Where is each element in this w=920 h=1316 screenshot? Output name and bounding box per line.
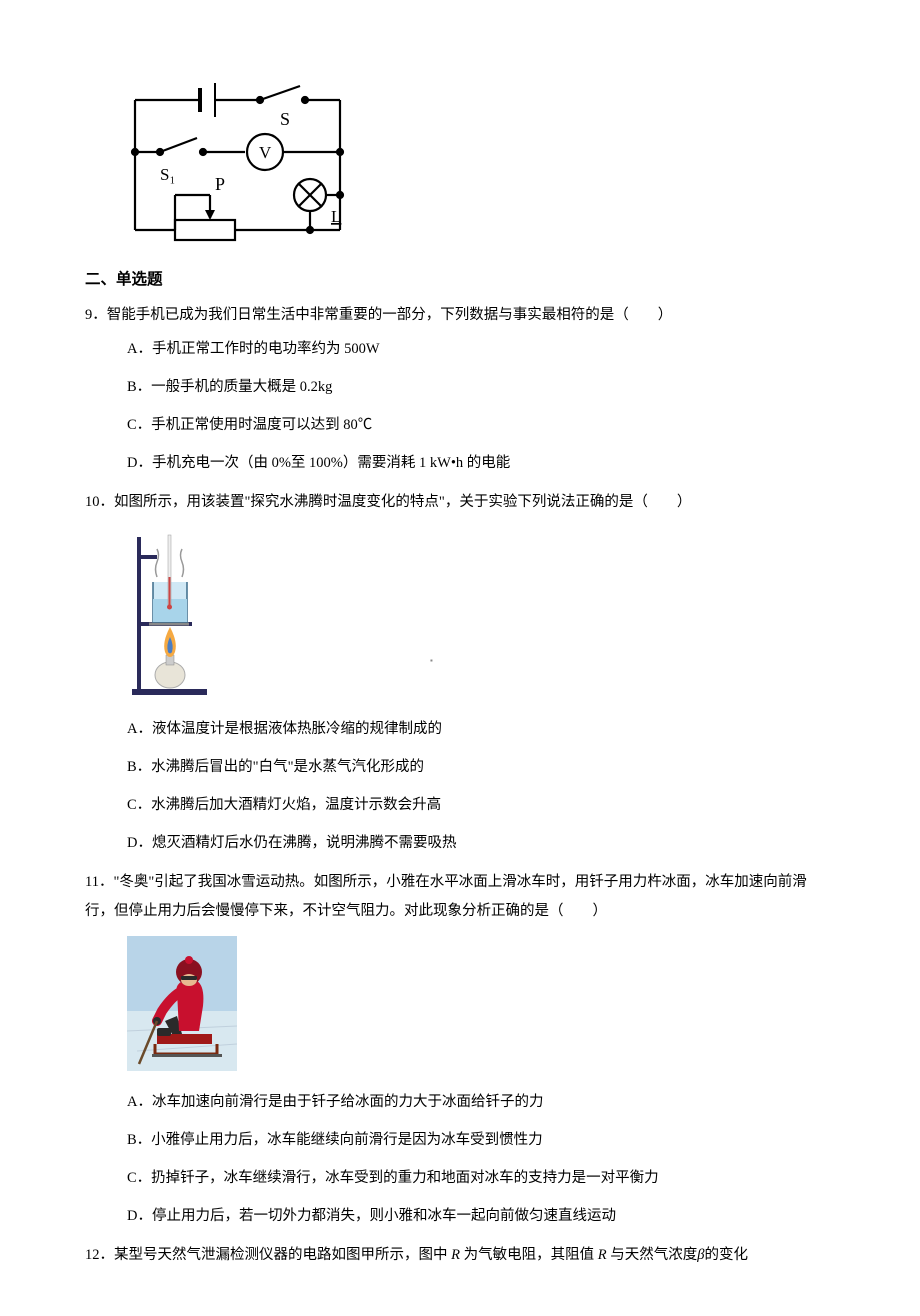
question-9-text: 智能手机已成为我们日常生活中非常重要的一部分，下列数据与事实最相符的是（ ） [107, 307, 673, 323]
page-marker-icon: ▪ [430, 655, 433, 668]
question-11-option-c: C．扔掉钎子，冰车继续滑行，冰车受到的重力和地面对冰车的支持力是一对平衡力 [127, 1165, 830, 1191]
question-12-text: 某型号天然气泄漏检测仪器的电路如图甲所示，图中 R 为气敏电阻，其阻值 R 与天… [114, 1247, 748, 1263]
circuit-label-p: P [215, 174, 225, 194]
question-11-number: 11． [85, 874, 113, 890]
question-9-options: A．手机正常工作时的电功率约为 500W B．一般手机的质量大概是 0.2kg … [85, 336, 830, 476]
question-11-option-d: D．停止用力后，若一切外力都消失，则小雅和冰车一起向前做匀速直线运动 [127, 1203, 830, 1229]
burner-figure [127, 527, 830, 705]
question-9-option-d: D．手机充电一次（由 0%至 100%）需要消耗 1 kW•h 的电能 [127, 450, 830, 476]
circuit-label-l: L [331, 207, 341, 226]
question-10-options: A．液体温度计是根据液体热胀冷缩的规律制成的 B．水沸腾后冒出的"白气"是水蒸气… [85, 716, 830, 856]
question-11-option-a: A．冰车加速向前滑行是由于钎子给冰面的力大于冰面给钎子的力 [127, 1089, 830, 1115]
circuit-diagram-figure: S S₁ P V L [115, 80, 830, 258]
question-12-number: 12． [85, 1247, 114, 1263]
question-12-stem: 12．某型号天然气泄漏检测仪器的电路如图甲所示，图中 R 为气敏电阻，其阻值 R… [85, 1241, 830, 1270]
question-9: 9．智能手机已成为我们日常生活中非常重要的一部分，下列数据与事实最相符的是（ ）… [85, 301, 830, 476]
question-10-stem: 10．如图所示，用该装置"探究水沸腾时温度变化的特点"，关于实验下列说法正确的是… [85, 488, 830, 517]
circuit-label-v: V [259, 143, 272, 162]
circuit-svg: S S₁ P V L [115, 80, 350, 250]
question-10-number: 10． [85, 494, 114, 510]
question-11-option-b: B．小雅停止用力后，冰车能继续向前滑行是因为冰车受到惯性力 [127, 1127, 830, 1153]
ice-sled-svg [127, 936, 237, 1071]
question-11-text: "冬奥"引起了我国冰雪运动热。如图所示，小雅在水平冰面上滑冰车时，用钎子用力杵冰… [85, 874, 807, 919]
question-10-option-c: C．水沸腾后加大酒精灯火焰，温度计示数会升高 [127, 792, 830, 818]
question-9-option-c: C．手机正常使用时温度可以达到 80℃ [127, 412, 830, 438]
question-9-number: 9． [85, 307, 107, 323]
circuit-label-s: S [280, 109, 290, 129]
question-10-option-a: A．液体温度计是根据液体热胀冷缩的规律制成的 [127, 716, 830, 742]
question-9-option-a: A．手机正常工作时的电功率约为 500W [127, 336, 830, 362]
circuit-label-s1: S₁ [160, 165, 175, 184]
question-9-option-b: B．一般手机的质量大概是 0.2kg [127, 374, 830, 400]
question-10: 10．如图所示，用该装置"探究水沸腾时温度变化的特点"，关于实验下列说法正确的是… [85, 488, 830, 856]
question-10-text: 如图所示，用该装置"探究水沸腾时温度变化的特点"，关于实验下列说法正确的是（ ） [114, 494, 691, 510]
question-10-option-d: D．熄灭酒精灯后水仍在沸腾，说明沸腾不需要吸热 [127, 830, 830, 856]
question-12: 12．某型号天然气泄漏检测仪器的电路如图甲所示，图中 R 为气敏电阻，其阻值 R… [85, 1241, 830, 1270]
question-10-option-b: B．水沸腾后冒出的"白气"是水蒸气汽化形成的 [127, 754, 830, 780]
burner-svg [127, 527, 212, 697]
question-11-options: A．冰车加速向前滑行是由于钎子给冰面的力大于冰面给钎子的力 B．小雅停止用力后，… [85, 1089, 830, 1229]
section-heading: 二、单选题 [85, 268, 830, 293]
question-11-stem: 11．"冬奥"引起了我国冰雪运动热。如图所示，小雅在水平冰面上滑冰车时，用钎子用… [85, 868, 830, 926]
ice-sled-figure [127, 936, 830, 1079]
question-9-stem: 9．智能手机已成为我们日常生活中非常重要的一部分，下列数据与事实最相符的是（ ） [85, 301, 830, 330]
question-11: 11．"冬奥"引起了我国冰雪运动热。如图所示，小雅在水平冰面上滑冰车时，用钎子用… [85, 868, 830, 1230]
